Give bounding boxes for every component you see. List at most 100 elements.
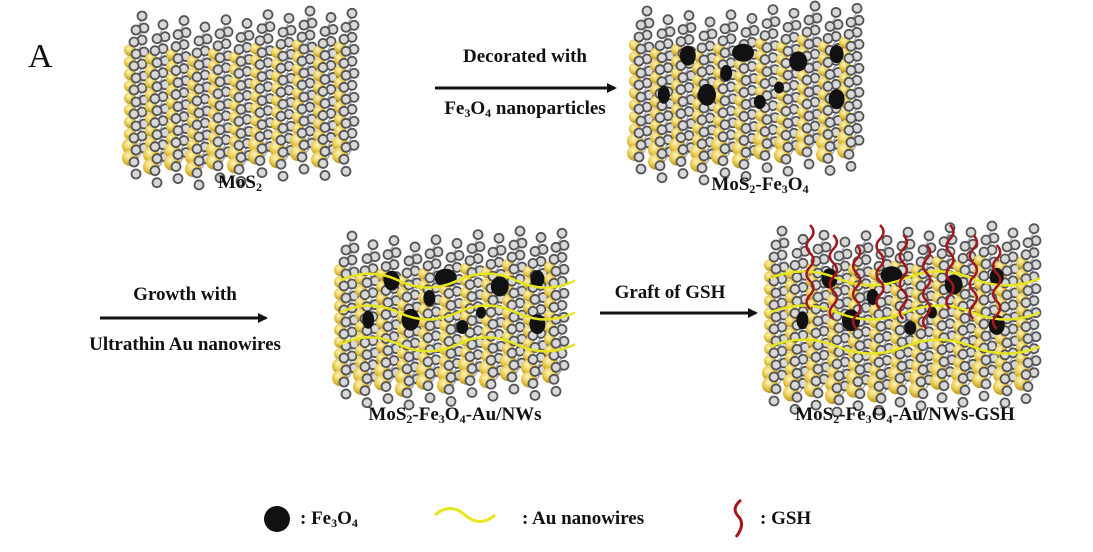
mos2-fe3o4-structure <box>627 0 865 186</box>
mo-atom <box>214 52 226 64</box>
mo-atom <box>443 336 455 347</box>
mo-atom <box>936 392 948 404</box>
mo-atom <box>1022 357 1034 369</box>
mo-atom <box>527 378 539 389</box>
mo-atom <box>719 95 731 107</box>
mo-atom <box>338 105 350 117</box>
mo-atom <box>550 265 562 277</box>
mo-atom <box>677 144 689 155</box>
mo-atom <box>791 271 803 283</box>
mo-atom <box>277 122 289 134</box>
mo-atom <box>854 388 866 400</box>
mos2-fe3o4-au-nws-structure <box>332 225 576 411</box>
mo-atom <box>675 36 687 47</box>
mo-atom <box>789 355 801 367</box>
mo-atom <box>696 114 708 126</box>
mo-atom <box>770 359 782 371</box>
mo-atom <box>443 288 455 299</box>
mo-atom <box>978 246 990 258</box>
mo-atom <box>359 289 371 301</box>
mo-atom <box>831 406 843 418</box>
mo-atom <box>235 104 247 115</box>
mo-atom <box>677 72 689 83</box>
mo-atom <box>801 74 813 86</box>
mo-atom <box>938 260 950 272</box>
mo-atom <box>761 18 773 29</box>
mo-atom <box>633 151 645 163</box>
mo-atom <box>902 226 914 238</box>
mo-atom <box>1001 385 1013 397</box>
mo-atom <box>233 92 245 103</box>
mo-atom <box>761 162 773 173</box>
fe3o4-nanoparticle <box>720 65 733 81</box>
mo-atom <box>696 162 708 174</box>
mo-atom <box>780 153 792 165</box>
mo-atom <box>936 320 948 332</box>
mo-atom <box>656 52 668 64</box>
mo-atom <box>915 376 927 388</box>
mo-atom <box>768 299 780 311</box>
mo-atom <box>746 13 758 24</box>
mo-atom <box>346 7 358 19</box>
mo-atom <box>761 66 773 77</box>
mo-atom <box>831 334 843 346</box>
mo-atom <box>635 91 647 103</box>
mo-atom <box>550 241 562 253</box>
mo-atom <box>361 277 373 289</box>
fe3o4-nanoparticle <box>732 43 754 62</box>
mo-atom <box>782 93 794 105</box>
mo-atom <box>824 21 836 32</box>
au-nanowire <box>769 338 1041 355</box>
mo-atom <box>803 110 815 122</box>
mo-atom <box>980 354 992 366</box>
mo-atom <box>424 320 436 332</box>
mo-atom <box>917 388 929 400</box>
mo-atom <box>768 395 780 407</box>
mo-atom <box>508 383 520 395</box>
mo-atom <box>843 148 855 160</box>
mo-atom <box>487 366 499 378</box>
mo-atom <box>193 59 205 71</box>
mo-atom <box>130 72 142 84</box>
panel-label: A <box>28 38 53 75</box>
mo-atom <box>738 135 750 146</box>
mo-atom <box>443 384 455 395</box>
mo-atom <box>654 40 666 52</box>
mo-atom <box>298 19 310 31</box>
mo-atom <box>485 378 497 390</box>
mo-atom <box>193 83 205 95</box>
mo-atom <box>698 30 710 42</box>
mo-atom <box>824 69 836 80</box>
legend-au-label: : Au nanowires <box>522 508 645 529</box>
step2-label-line1: Growth with <box>133 284 237 305</box>
mo-atom <box>738 111 750 122</box>
mo-atom <box>130 96 142 108</box>
mo-atom <box>317 110 329 121</box>
mo-atom <box>797 233 809 245</box>
mo-atom <box>789 283 801 295</box>
mo-atom <box>409 241 421 253</box>
mo-atom <box>789 379 801 391</box>
mo-atom <box>843 52 855 64</box>
mo-atom <box>464 351 476 362</box>
mo-atom <box>466 387 478 398</box>
gsh-molecule <box>945 224 955 310</box>
mo-atom <box>833 370 845 382</box>
fe3o4-nanoparticle <box>796 311 809 330</box>
mo-atom <box>149 93 161 105</box>
mo-atom <box>717 155 729 167</box>
mo-atom <box>256 167 268 178</box>
mo-atom <box>635 43 647 55</box>
mo-atom <box>654 136 666 148</box>
step1-label-line1: Decorated with <box>463 46 587 67</box>
mo-atom <box>860 230 872 242</box>
mo-atom <box>422 356 434 368</box>
mo-atom <box>873 308 885 320</box>
mo-atom <box>157 19 169 31</box>
mo-atom <box>556 227 568 239</box>
mo-atom <box>277 50 289 62</box>
mo-atom <box>527 258 539 269</box>
mo-atom <box>803 134 815 146</box>
mo-atom <box>340 141 352 153</box>
mo-atom <box>529 246 541 257</box>
